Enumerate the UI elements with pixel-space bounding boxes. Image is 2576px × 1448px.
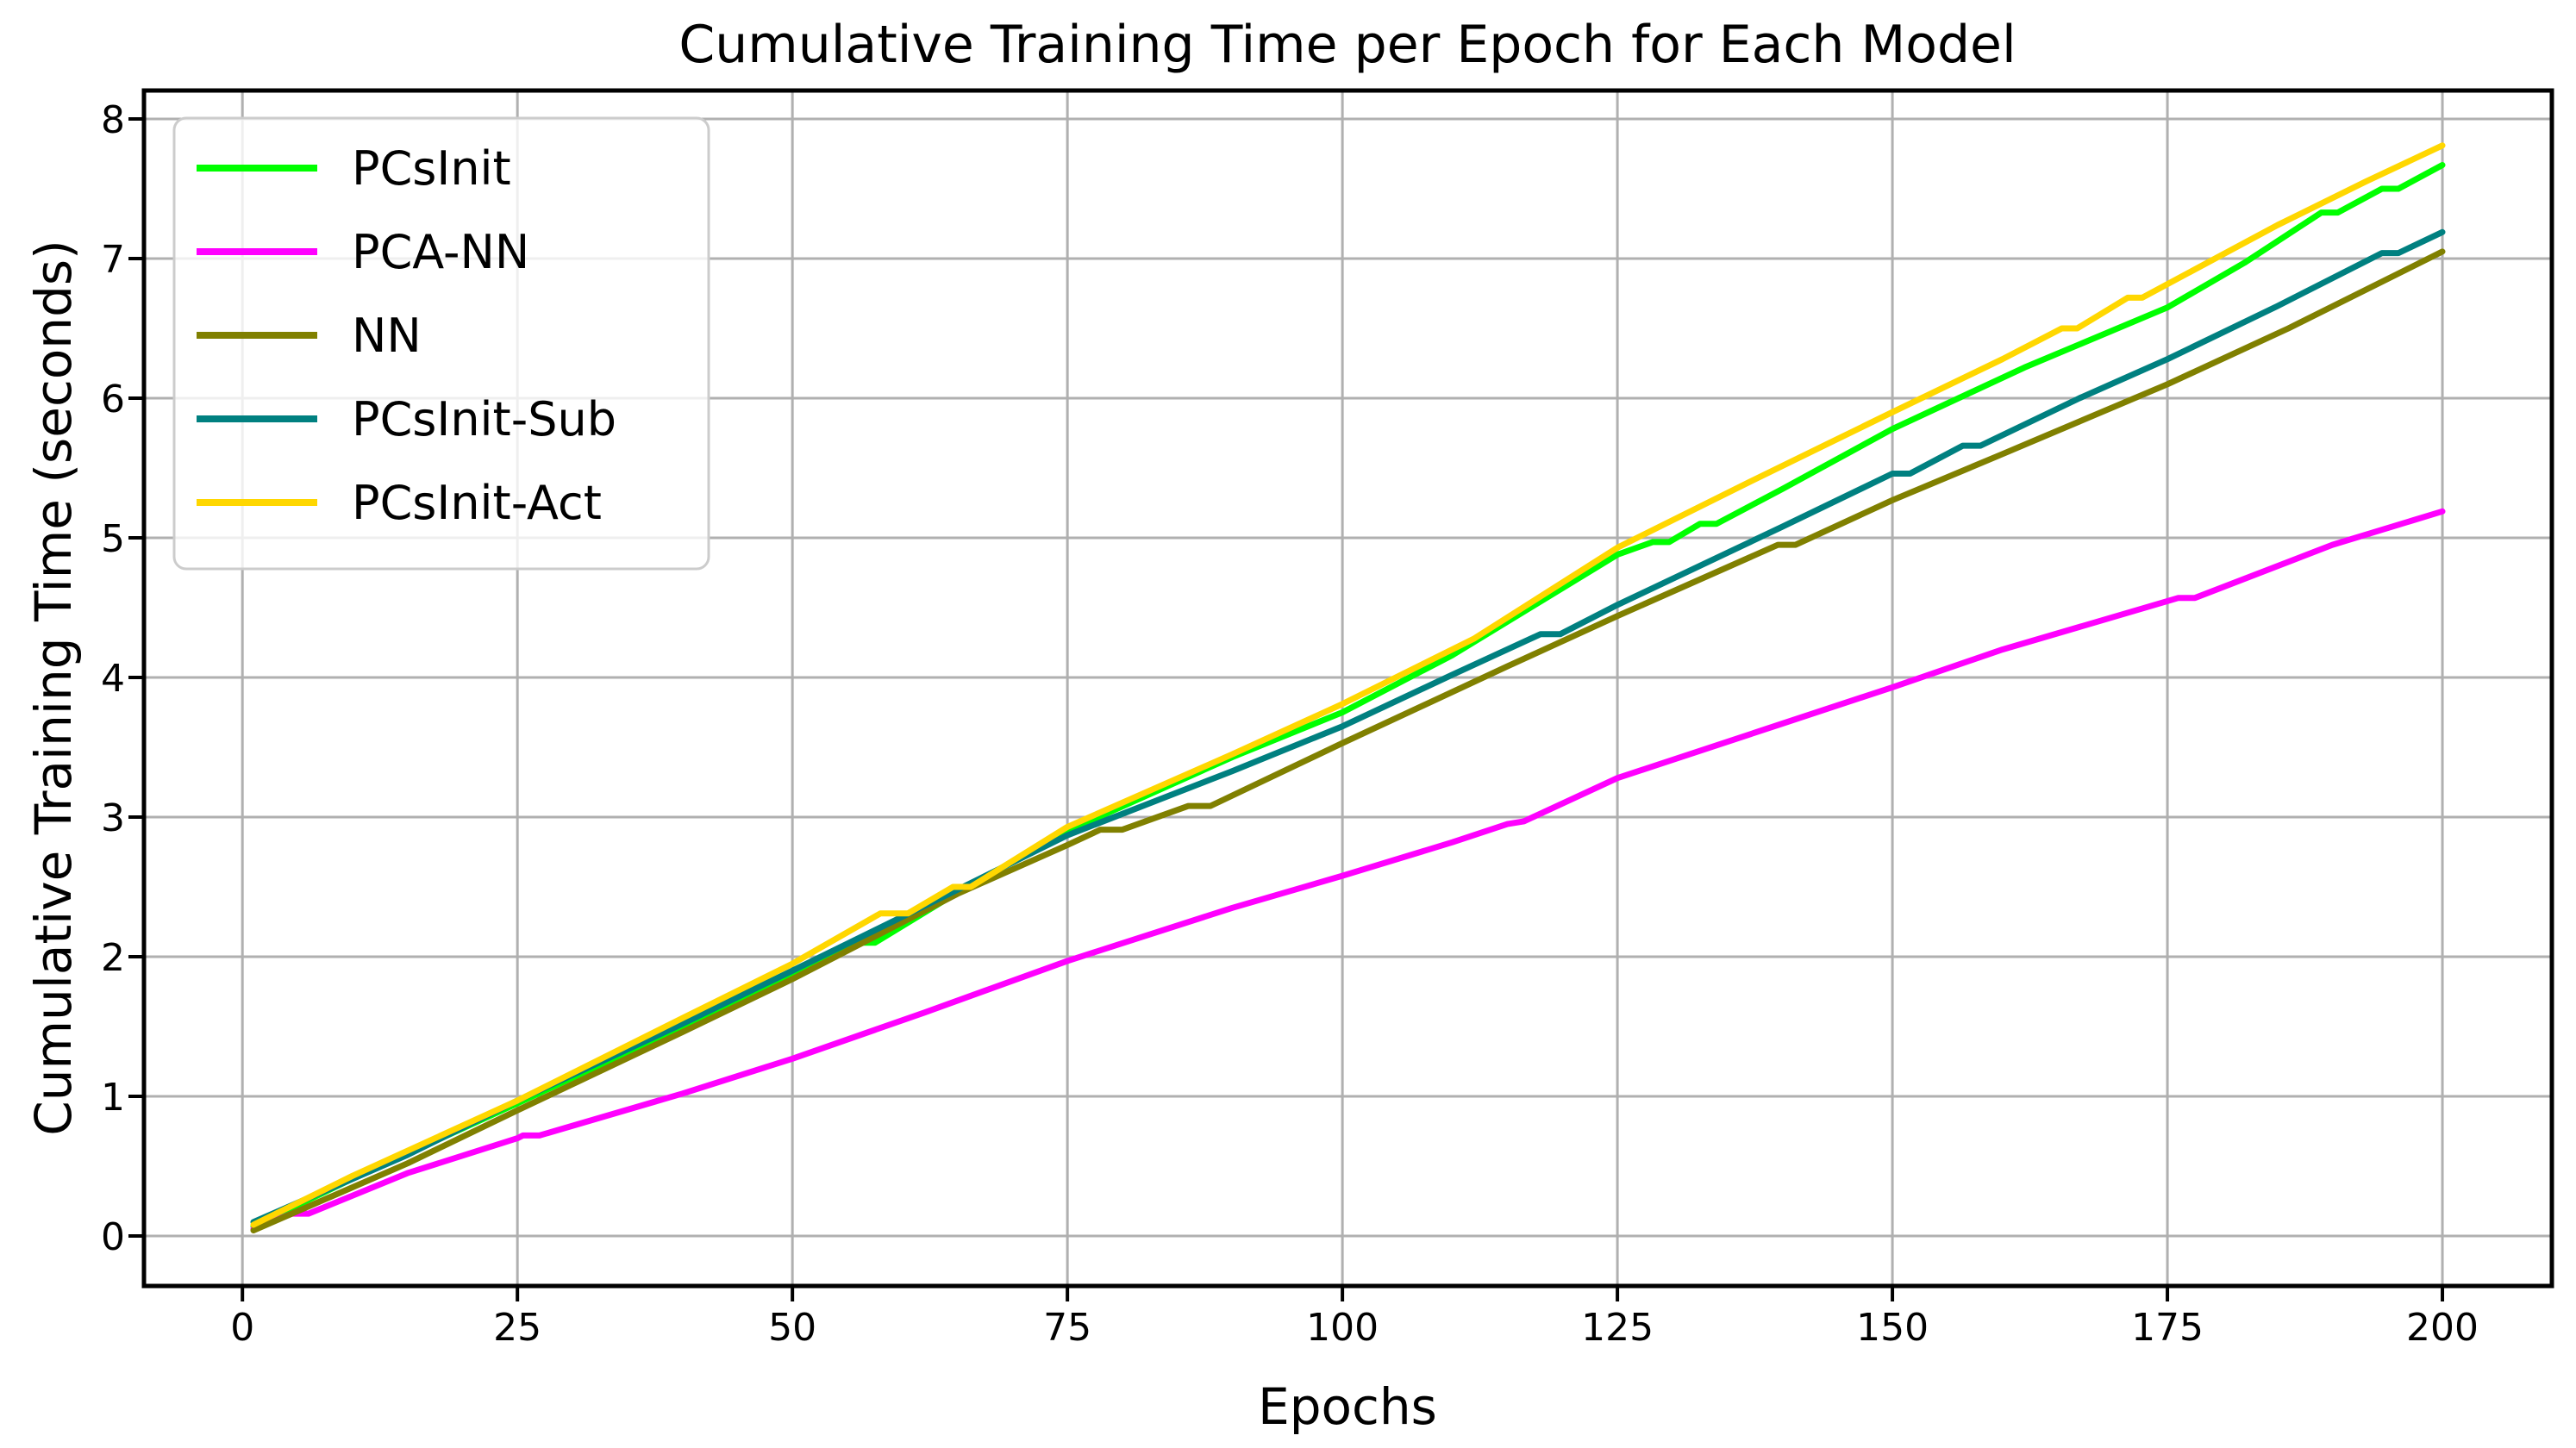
legend-item-label: PCsInit-Act [352, 476, 602, 530]
legend-item-pcsinit-act: PCsInit-Act [197, 476, 602, 530]
legend-item-label: PCsInit [352, 141, 511, 196]
y-tick-label: 0 [101, 1215, 125, 1259]
legend-item-pca-nn: PCA-NN [197, 225, 529, 279]
tick-marks [128, 117, 2445, 1301]
x-tick-label: 175 [2131, 1306, 2204, 1350]
x-tick-label: 75 [1043, 1306, 1091, 1350]
x-tick-label: 150 [1856, 1306, 1929, 1350]
x-tick-label: 50 [768, 1306, 816, 1350]
gridlines [144, 90, 2552, 1286]
y-tick-label: 1 [101, 1076, 125, 1120]
x-tick-label: 25 [493, 1306, 541, 1350]
x-tick-label: 0 [230, 1306, 254, 1350]
y-tick-label: 2 [101, 936, 125, 980]
legend-item-pcsinit-sub: PCsInit-Sub [197, 392, 616, 446]
y-tick-label: 4 [101, 657, 125, 701]
y-tick-label: 3 [101, 796, 125, 840]
x-tick-label: 125 [1581, 1306, 1654, 1350]
y-tick-label: 6 [101, 378, 125, 421]
series-line-PCsInit-Sub [250, 228, 2446, 1226]
y-tick-label: 8 [101, 98, 125, 142]
legend-item-nn: NN [197, 309, 422, 363]
x-tick-label: 100 [1306, 1306, 1379, 1350]
legend-item-pcsinit: PCsInit [197, 141, 511, 196]
series-line-NN [250, 248, 2446, 1233]
y-axis-label: Cumulative Training Time (seconds) [24, 240, 83, 1135]
plot-border [141, 88, 2554, 1289]
series-line-PCA-NN [250, 508, 2446, 1233]
y-tick-label: 5 [101, 517, 125, 561]
y-tick-label: 7 [101, 238, 125, 282]
series-lines [250, 142, 2446, 1233]
legend-item-label: NN [352, 309, 422, 363]
series-line-PCsInit-Act [250, 142, 2446, 1228]
series-line-PCsInit [250, 162, 2446, 1230]
x-tick-label: 200 [2406, 1306, 2479, 1350]
chart-title: Cumulative Training Time per Epoch for E… [678, 15, 2016, 75]
x-axis-label: Epochs [1258, 1377, 1437, 1436]
legend-box [172, 116, 710, 571]
legend: PCsInit PCA-NN NN PCsInit-Sub PCsInit-Ac… [172, 116, 710, 571]
tick-labels: 0 25 50 75 100 125 150 175 200 0 1 2 3 4 5 6 7 8 [101, 98, 2479, 1350]
legend-item-label: PCsInit-Sub [352, 392, 616, 446]
legend-item-label: PCA-NN [352, 225, 529, 279]
